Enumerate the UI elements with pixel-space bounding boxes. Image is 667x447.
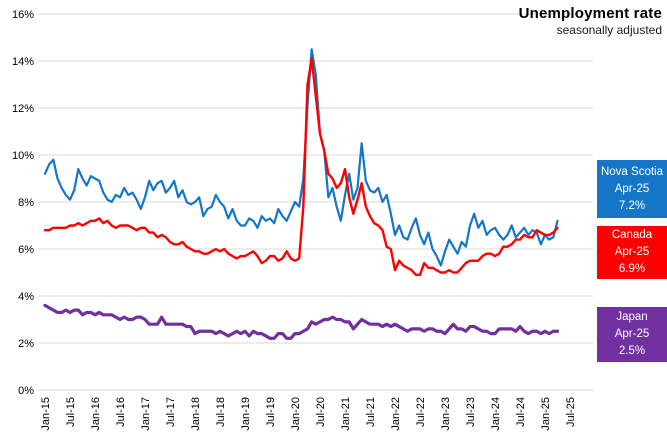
x-tick-label: Jul-20 [315, 397, 327, 427]
x-tick-label: Jan-16 [90, 397, 102, 431]
y-tick-label: 14% [12, 56, 34, 68]
legend-series-name: Nova Scotia [600, 165, 663, 178]
x-tick-label: Jul-25 [565, 397, 577, 427]
y-tick-label: 16% [12, 9, 34, 21]
x-axis-labels: Jan-15 Jul-15 Jan-16 Jul-16 Jan-17 Jul-17 Jan-… [40, 397, 577, 431]
x-tick-label: Jan-17 [140, 397, 152, 431]
legend-value: 2.5% [618, 345, 646, 357]
x-tick-label: Jul-19 [265, 397, 277, 427]
y-tick-label: 12% [12, 103, 34, 115]
x-tick-label: Jan-23 [440, 397, 452, 431]
y-tick-label: 8% [18, 197, 34, 209]
legend-period: Apr-25 [614, 246, 650, 258]
x-tick-label: Jul-21 [365, 397, 377, 427]
y-tick-label: 10% [12, 150, 34, 162]
x-tick-label: Jan-24 [490, 397, 502, 431]
x-tick-label: Jan-18 [190, 397, 202, 431]
series-lines [43, 48, 560, 340]
x-tick-label: Jan-19 [240, 397, 252, 431]
x-tick-label: Jul-15 [65, 397, 77, 427]
gridlines [38, 13, 593, 391]
series-line-nova-scotia [43, 48, 559, 267]
legend-nova-scotia: Nova Scotia Apr-25 7.2% [597, 160, 667, 218]
chart-title: Unemployment rate [518, 5, 662, 22]
y-tick-label: 4% [18, 291, 34, 303]
x-tick-label: Jan-21 [340, 397, 352, 431]
x-tick-label: Jul-18 [215, 397, 227, 427]
x-tick-label: Jan-15 [40, 397, 52, 431]
y-tick-label: 2% [18, 338, 34, 350]
x-tick-label: Jan-22 [390, 397, 402, 431]
legend-value: 6.9% [618, 263, 646, 275]
legend-period: Apr-25 [614, 328, 650, 340]
title-block: Unemployment rate seasonally adjusted [519, 5, 662, 37]
x-tick-label: Jan-20 [290, 397, 302, 431]
legend-canada: Canada Apr-25 6.9% [597, 226, 667, 279]
x-tick-label: Jul-16 [115, 397, 127, 427]
legend-series-name: Japan [616, 311, 648, 323]
legend-value: 7.2% [618, 199, 646, 212]
legend-japan: Japan Apr-25 2.5% [597, 307, 667, 362]
chart-subtitle: seasonally adjusted [556, 23, 662, 37]
series-line-japan [43, 303, 560, 340]
x-tick-label: Jul-17 [165, 397, 177, 427]
x-tick-label: Jul-24 [515, 397, 527, 427]
legend-period: Apr-25 [614, 182, 650, 195]
legend-series-name: Canada [611, 229, 653, 241]
series-line-canada [43, 57, 559, 277]
y-axis-labels: 0% 2% 4% 6% 8% 10% 12% 14% 16% [12, 9, 34, 397]
y-tick-label: 6% [18, 244, 34, 256]
x-tick-label: Jul-22 [415, 397, 427, 427]
x-tick-label: Jul-23 [465, 397, 477, 427]
x-tick-label: Jan-25 [540, 397, 552, 431]
y-tick-label: 0% [18, 385, 34, 397]
